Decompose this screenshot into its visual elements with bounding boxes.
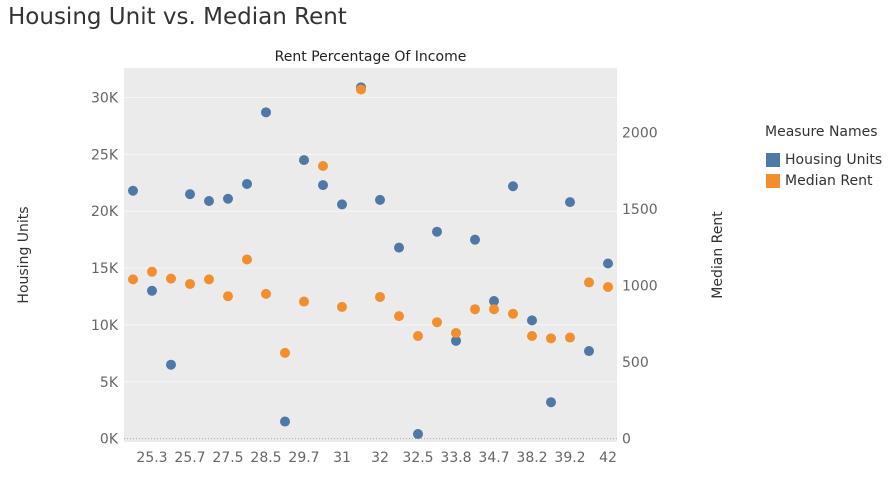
y2-tick-label: 0 — [622, 432, 631, 448]
y-axis-title: Housing Units — [16, 206, 32, 303]
point-median-rent — [489, 304, 499, 315]
y-tick-label: 30K — [91, 91, 119, 107]
point-housing-units — [546, 397, 556, 408]
point-median-rent — [356, 84, 366, 95]
point-median-rent — [546, 333, 556, 344]
legend-label-housing-units: Housing Units — [785, 151, 883, 168]
point-median-rent — [375, 291, 385, 302]
point-median-rent — [470, 304, 480, 315]
legend: Measure Names Housing Units Median Rent — [765, 124, 882, 191]
point-median-rent — [603, 282, 613, 293]
point-median-rent — [565, 332, 575, 343]
point-housing-units — [166, 359, 176, 370]
x-tick-label: 32 — [371, 450, 389, 466]
point-housing-units — [280, 416, 290, 427]
point-housing-units — [204, 196, 214, 207]
point-housing-units — [147, 285, 157, 296]
point-median-rent — [394, 311, 404, 322]
point-housing-units — [527, 315, 537, 326]
y-tick-label: 25K — [91, 147, 119, 163]
point-median-rent — [318, 161, 328, 172]
legend-title: Measure Names — [765, 124, 878, 140]
point-median-rent — [280, 347, 290, 358]
point-median-rent — [261, 288, 271, 299]
point-median-rent — [451, 327, 461, 338]
x-tick-label: 28.5 — [250, 450, 281, 466]
legend-item-median-rent[interactable]: Median Rent — [766, 170, 882, 191]
x-tick-label: 27.5 — [212, 450, 243, 466]
point-housing-units — [565, 197, 575, 208]
x-tick-label: 32.5 — [402, 450, 433, 466]
point-median-rent — [128, 274, 138, 285]
x-tick-label: 31 — [333, 450, 351, 466]
point-housing-units — [318, 180, 328, 191]
point-median-rent — [242, 254, 252, 265]
legend-label-median-rent: Median Rent — [785, 172, 873, 189]
x-tick-label: 34.7 — [478, 450, 509, 466]
x-tick-label: 42 — [599, 450, 617, 466]
point-housing-units — [432, 226, 442, 237]
point-median-rent — [413, 331, 423, 342]
point-housing-units — [223, 193, 233, 204]
y2-tick-label: 1000 — [622, 278, 658, 294]
page-title: Housing Unit vs. Median Rent — [8, 4, 347, 30]
point-housing-units — [584, 346, 594, 357]
point-housing-units — [337, 199, 347, 210]
point-housing-units — [470, 234, 480, 245]
point-housing-units — [394, 242, 404, 253]
point-median-rent — [147, 266, 157, 277]
point-housing-units — [261, 107, 271, 118]
legend-item-housing-units[interactable]: Housing Units — [766, 149, 882, 170]
point-housing-units — [451, 335, 461, 346]
legend-swatch-median-rent — [766, 173, 780, 188]
point-median-rent — [432, 317, 442, 328]
y2-axis-title: Median Rent — [710, 211, 726, 299]
point-median-rent — [185, 278, 195, 289]
y2-tick-label: 500 — [622, 355, 649, 371]
point-housing-units — [128, 185, 138, 196]
y2-tick-label: 2000 — [622, 125, 658, 141]
y-tick-label: 15K — [91, 261, 119, 277]
chart-title: Rent Percentage Of Income — [275, 49, 467, 65]
point-median-rent — [299, 296, 309, 307]
point-housing-units — [185, 189, 195, 200]
point-housing-units — [299, 155, 309, 166]
point-housing-units — [375, 194, 385, 205]
y-tick-label: 10K — [91, 318, 119, 334]
point-median-rent — [584, 277, 594, 288]
x-tick-label: 29.7 — [288, 450, 319, 466]
y-tick-label: 5K — [100, 375, 119, 391]
legend-swatch-housing-units — [766, 152, 780, 167]
point-housing-units — [489, 296, 499, 307]
y2-tick-label: 1500 — [622, 202, 658, 218]
point-housing-units — [242, 178, 252, 189]
point-housing-units — [603, 258, 613, 269]
x-tick-label: 33.8 — [440, 450, 471, 466]
point-housing-units — [413, 429, 423, 440]
point-housing-units — [508, 181, 518, 192]
x-tick-label: 25.7 — [174, 450, 205, 466]
point-median-rent — [204, 274, 214, 285]
y-tick-label: 20K — [91, 204, 119, 220]
point-median-rent — [337, 301, 347, 312]
point-median-rent — [223, 291, 233, 302]
x-tick-label: 38.2 — [516, 450, 547, 466]
point-median-rent — [527, 331, 537, 342]
point-median-rent — [508, 308, 518, 319]
point-median-rent — [166, 273, 176, 284]
plot-area — [124, 68, 617, 442]
y-tick-label: 0K — [100, 432, 119, 448]
x-tick-label: 25.3 — [136, 450, 167, 466]
x-tick-label: 39.2 — [554, 450, 585, 466]
